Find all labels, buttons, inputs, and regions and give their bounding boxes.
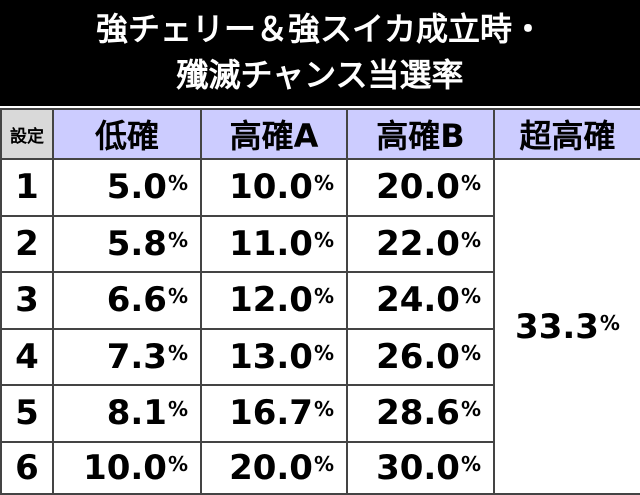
setting-cell: 2 (0, 214, 54, 273)
cell-text: 20.0% (376, 167, 481, 208)
cell-text: 26.0% (376, 336, 481, 377)
cell-text: 6.6% (106, 280, 188, 321)
cell-text: 33.3% (515, 306, 620, 347)
cell-text: 5.8% (106, 223, 188, 264)
rate-cell: 8.1% (52, 384, 202, 443)
title-line: 強チェリー＆強スイカ成立時・ (95, 10, 544, 48)
cell-text: 5.0% (106, 167, 188, 208)
rate-cell: 7.3% (52, 327, 202, 386)
rate-cell: 5.0% (52, 158, 202, 217)
title: 強チェリー＆強スイカ成立時・ 殲滅チャンス当選率 (0, 0, 640, 106)
cell-text: 7.3% (106, 336, 188, 377)
cell-text: 20.0% (229, 447, 334, 488)
rate-cell: 13.0% (200, 327, 348, 386)
cell-text: 22.0% (376, 223, 481, 264)
rate-cell: 10.0% (52, 440, 202, 495)
cell-text: 24.0% (376, 280, 481, 321)
merged-cell: 33.3% (493, 158, 640, 495)
cell-text: 12.0% (229, 280, 334, 321)
header-cell: 高確A (200, 108, 348, 160)
setting-cell: 3 (0, 271, 54, 330)
header-cell: 高確B (346, 108, 495, 160)
header-cell: 超高確 (493, 108, 640, 160)
cell-text: 16.7% (229, 393, 334, 434)
cell-text: 10.0% (83, 447, 188, 488)
setting-cell: 6 (0, 440, 54, 495)
rate-cell: 5.8% (52, 214, 202, 273)
setting-cell: 5 (0, 384, 54, 443)
setting-cell: 1 (0, 158, 54, 217)
rate-cell: 20.0% (346, 158, 495, 217)
rate-cell: 10.0% (200, 158, 348, 217)
rate-cell: 22.0% (346, 214, 495, 273)
rate-cell: 26.0% (346, 327, 495, 386)
header-cell: 設定 (0, 108, 54, 160)
rate-cell: 24.0% (346, 271, 495, 330)
rate-cell: 11.0% (200, 214, 348, 273)
rate-cell: 20.0% (200, 440, 348, 495)
cell-text: 13.0% (229, 336, 334, 377)
rate-cell: 16.7% (200, 384, 348, 443)
cell-text: 11.0% (229, 223, 334, 264)
cell-text: 10.0% (229, 167, 334, 208)
rate-cell: 6.6% (52, 271, 202, 330)
rate-cell: 28.6% (346, 384, 495, 443)
cell-text: 30.0% (376, 447, 481, 488)
title-line: 殲滅チャンス当選率 (176, 56, 464, 94)
rate-cell: 12.0% (200, 271, 348, 330)
cell-text: 8.1% (106, 393, 188, 434)
header-cell: 低確 (52, 108, 202, 160)
cell-text: 28.6% (376, 393, 481, 434)
setting-cell: 4 (0, 327, 54, 386)
rate-cell: 30.0% (346, 440, 495, 495)
